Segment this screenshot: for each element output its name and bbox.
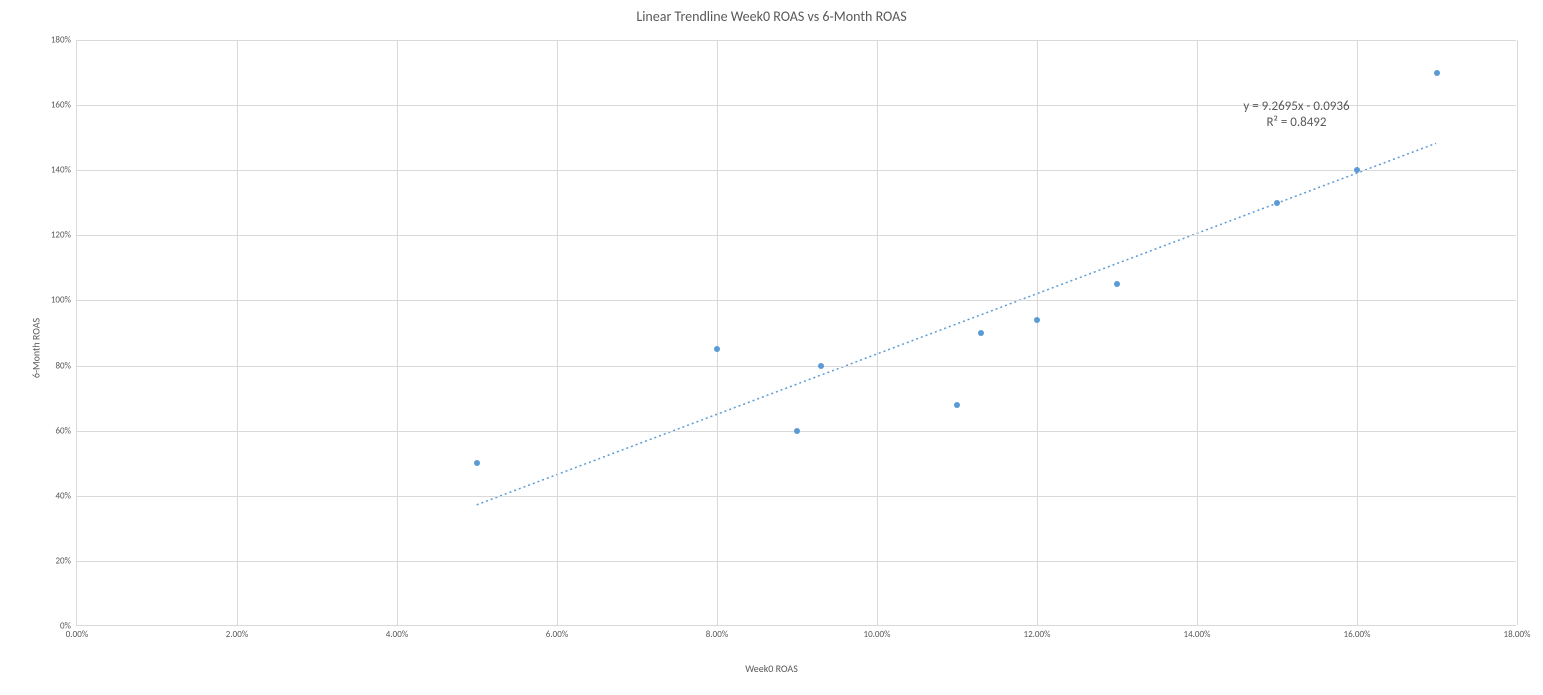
data-point [978, 330, 984, 336]
gridline-v [717, 40, 718, 625]
y-tick-label: 80% [55, 360, 77, 371]
data-point [1114, 281, 1120, 287]
gridline-v [1357, 40, 1358, 625]
x-tick-label: 14.00% [1184, 625, 1211, 640]
gridline-v [1517, 40, 1518, 625]
x-tick-label: 0.00% [66, 625, 88, 640]
x-tick-label: 4.00% [386, 625, 408, 640]
equation-line: y = 9.2695x - 0.0936 [1243, 99, 1349, 116]
x-tick-label: 2.00% [226, 625, 248, 640]
x-tick-label: 16.00% [1344, 625, 1371, 640]
scatter-chart: Linear Trendline Week0 ROAS vs 6-Month R… [0, 0, 1543, 695]
gridline-h [77, 300, 1516, 301]
data-point [1034, 317, 1040, 323]
gridline-h [77, 496, 1516, 497]
y-tick-label: 100% [51, 295, 77, 306]
y-tick-label: 160% [51, 100, 77, 111]
gridline-h [77, 40, 1516, 41]
y-tick-label: 60% [55, 425, 77, 436]
y-tick-label: 20% [55, 555, 77, 566]
gridline-h [77, 235, 1516, 236]
rsquared-line: R² = 0.8492 [1243, 115, 1349, 132]
data-point [1354, 167, 1360, 173]
data-point [1434, 70, 1440, 76]
y-tick-label: 140% [51, 165, 77, 176]
y-tick-label: 120% [51, 230, 77, 241]
data-point [1274, 200, 1280, 206]
gridline-v [1037, 40, 1038, 625]
data-point [794, 428, 800, 434]
x-tick-label: 8.00% [706, 625, 728, 640]
y-tick-label: 40% [55, 490, 77, 501]
y-tick-label: 180% [51, 35, 77, 46]
plot-area: 0%20%40%60%80%100%120%140%160%180%0.00%2… [76, 40, 1516, 626]
y-axis-label: 6-Month ROAS [30, 317, 43, 377]
x-tick-label: 12.00% [1024, 625, 1051, 640]
gridline-v [557, 40, 558, 625]
gridline-v [877, 40, 878, 625]
x-tick-label: 10.00% [864, 625, 891, 640]
data-point [474, 460, 480, 466]
x-tick-label: 6.00% [546, 625, 568, 640]
x-axis-label: Week0 ROAS [745, 662, 798, 675]
x-tick-label: 18.00% [1504, 625, 1531, 640]
trendline-equation: y = 9.2695x - 0.0936R² = 0.8492 [1243, 99, 1349, 133]
data-point [818, 363, 824, 369]
chart-title: Linear Trendline Week0 ROAS vs 6-Month R… [636, 8, 906, 25]
gridline-h [77, 366, 1516, 367]
gridline-h [77, 561, 1516, 562]
gridline-h [77, 170, 1516, 171]
data-point [714, 346, 720, 352]
data-point [954, 402, 960, 408]
gridline-v [237, 40, 238, 625]
gridline-v [397, 40, 398, 625]
gridline-v [1197, 40, 1198, 625]
